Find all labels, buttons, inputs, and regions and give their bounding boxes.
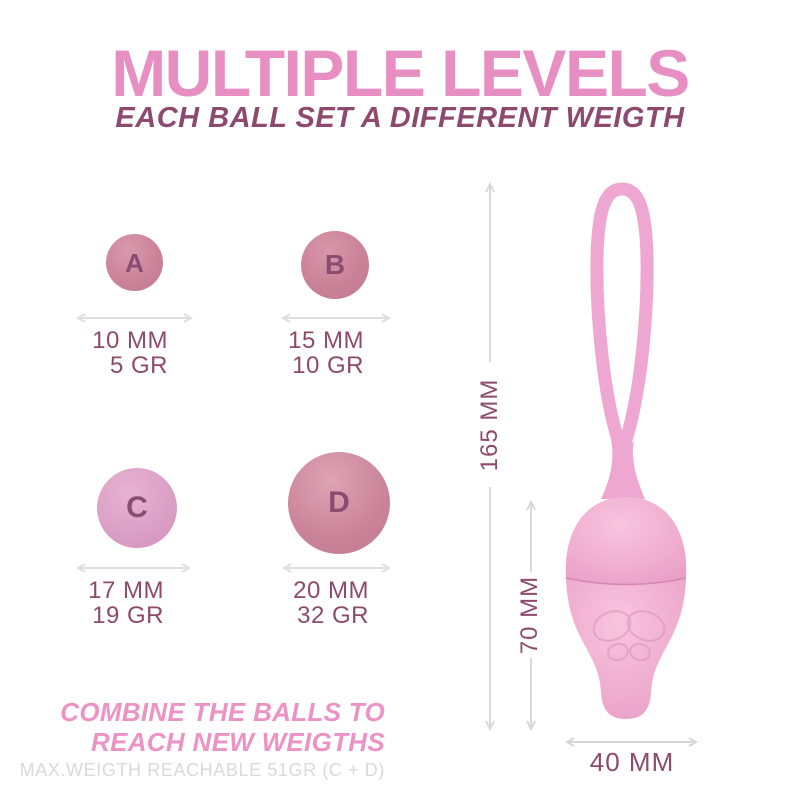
butterfly-icon xyxy=(592,610,666,662)
ball-b: B xyxy=(301,231,369,299)
ball-d-diameter-arrow xyxy=(281,563,392,573)
product-body-bottom xyxy=(566,578,686,719)
ball-a-measurements: 10 MM 5 GR xyxy=(46,328,168,378)
footer-block: COMBINE THE BALLS TO REACH NEW WEIGTHS M… xyxy=(20,697,385,781)
ball-c-weight-label: 19 GR xyxy=(92,602,164,629)
product-loop xyxy=(590,182,654,453)
body-width-label: 40 MM xyxy=(589,747,675,777)
ball-b-diameter-label: 15 MM xyxy=(288,327,364,354)
combine-text-line1: COMBINE THE BALLS TO xyxy=(60,697,385,727)
ball-b-weight-label: 10 GR xyxy=(292,352,364,379)
ball-c-diameter-label: 17 MM xyxy=(88,577,164,604)
ball-b-measurements: 15 MM 10 GR xyxy=(242,328,364,378)
ball-d-letter: D xyxy=(328,486,350,519)
ball-c-diameter-arrow xyxy=(75,563,192,573)
product-body-top xyxy=(565,497,687,585)
total-height-label: 165 MM xyxy=(476,378,503,472)
combine-text-line2: REACH NEW WEIGTHS xyxy=(91,727,385,758)
ball-a-letter: A xyxy=(125,247,144,278)
ball-b-diameter-arrow xyxy=(280,313,392,323)
ball-d-measurements: 20 MM 32 GR xyxy=(247,578,369,628)
ball-d-weight-label: 32 GR xyxy=(297,602,369,629)
ball-a: A xyxy=(106,234,163,291)
product-stem xyxy=(601,440,645,499)
product-seam-line xyxy=(565,577,687,586)
ball-d-diameter-label: 20 MM xyxy=(293,577,369,604)
ball-a-diameter-label: 10 MM xyxy=(92,327,168,354)
ball-d: D xyxy=(288,452,390,554)
ball-a-weight-label: 5 GR xyxy=(109,352,168,379)
ball-c: C xyxy=(97,468,177,548)
ball-c-measurements: 17 MM 19 GR xyxy=(42,578,164,628)
ball-b-letter: B xyxy=(324,249,346,280)
max-weight-note: MAX.WEIGTH REACHABLE 51GR (C + D) xyxy=(19,760,385,781)
ball-c-letter: C xyxy=(126,491,148,524)
body-width-arrow xyxy=(564,737,699,747)
page-subtitle: EACH BALL SET A DIFFERENT WEIGTH xyxy=(115,102,685,134)
page-title: MULTIPLE LEVELS xyxy=(111,36,690,110)
body-height-label: 70 MM xyxy=(516,575,543,655)
ball-a-diameter-arrow xyxy=(75,313,194,323)
